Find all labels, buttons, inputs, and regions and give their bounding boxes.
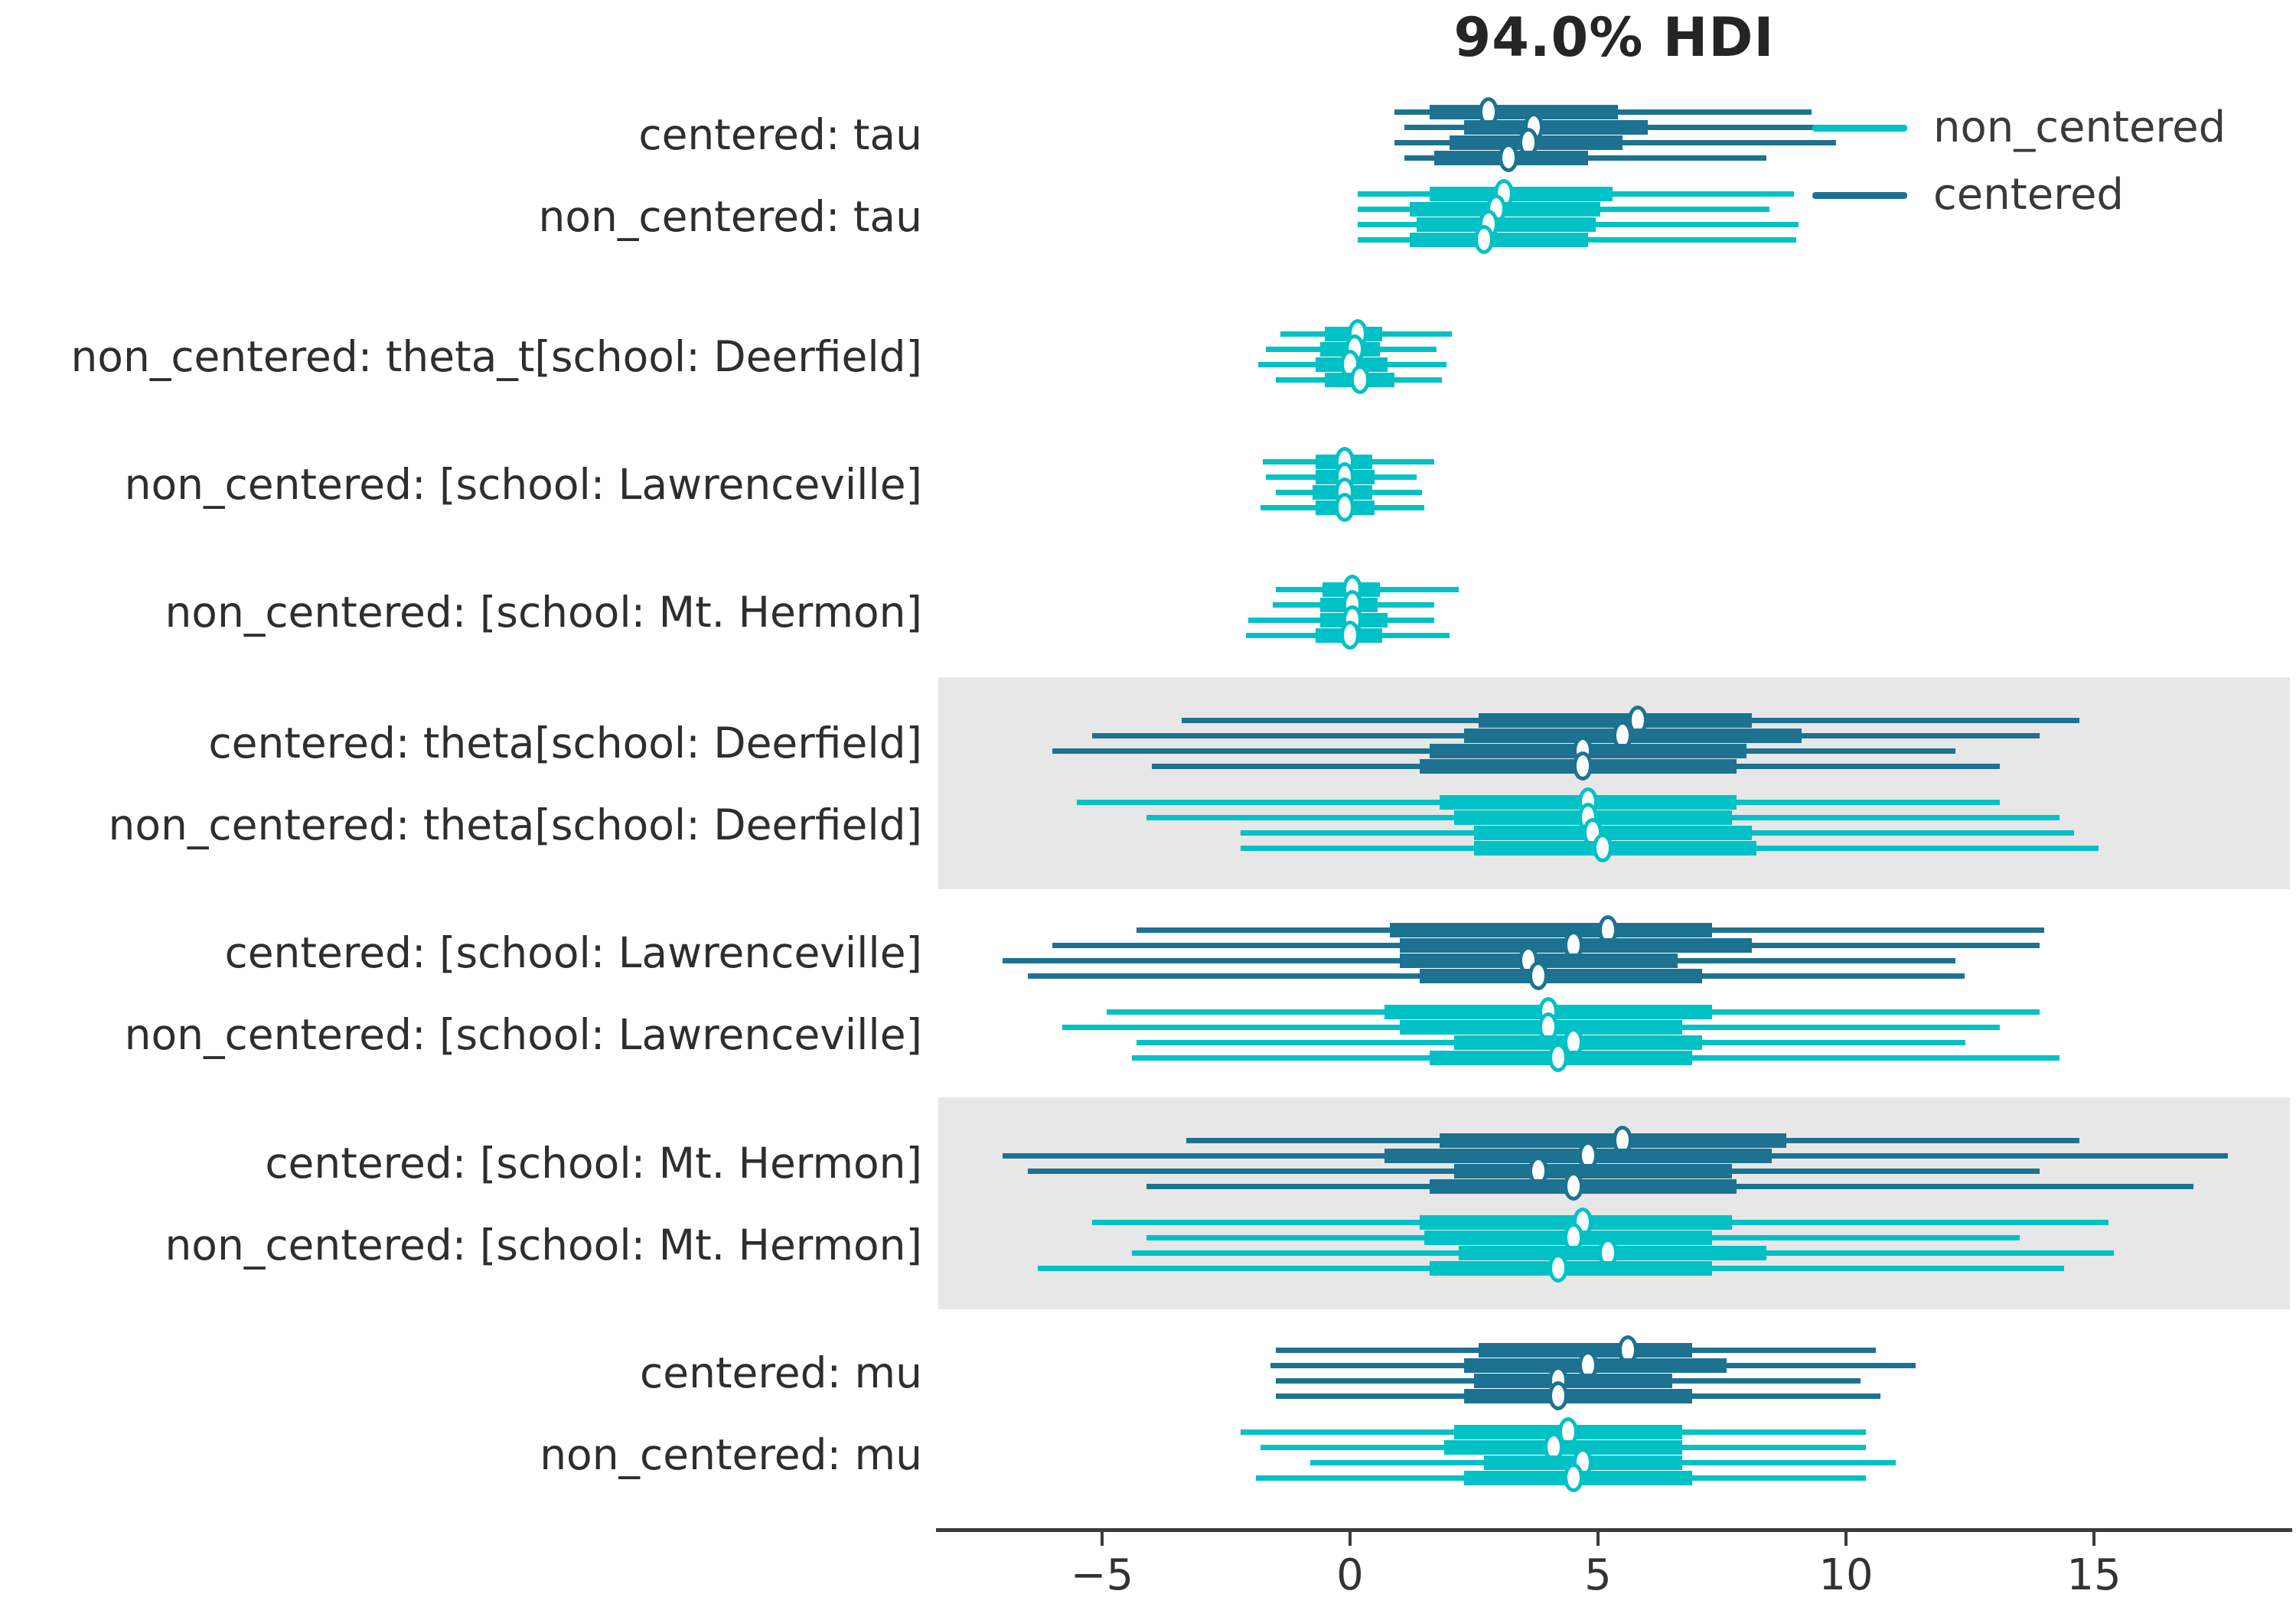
- median-marker: [1335, 493, 1355, 522]
- quartile-bar: [1463, 728, 1802, 743]
- x-tick: [1348, 1532, 1352, 1546]
- quartile-bar: [1429, 1260, 1712, 1276]
- row-label: non_centered: [school: Mt. Hermon]: [165, 1221, 922, 1270]
- row-label: centered: tau: [638, 110, 922, 159]
- median-marker: [1548, 1043, 1569, 1072]
- median-marker: [1528, 961, 1549, 990]
- x-tick-label: 5: [1584, 1550, 1612, 1600]
- legend-label-non-centered: non_centered: [1933, 103, 2226, 152]
- quartile-bar: [1417, 217, 1596, 232]
- median-marker: [1548, 1381, 1569, 1410]
- row-label: non_centered: [school: Mt. Hermon]: [165, 588, 922, 637]
- quartile-bar: [1473, 840, 1757, 856]
- legend-swatch-centered: [1812, 192, 1907, 199]
- median-marker: [1563, 1463, 1583, 1492]
- row-label: non_centered: theta[school: Deerfield]: [108, 800, 922, 849]
- quartile-bar: [1473, 825, 1752, 840]
- x-tick: [2092, 1532, 2095, 1546]
- quartile-bar: [1389, 922, 1712, 937]
- quartile-bar: [1473, 1373, 1673, 1388]
- quartile-bar: [1409, 232, 1588, 247]
- quartile-bar: [1429, 104, 1618, 119]
- median-marker: [1573, 751, 1593, 781]
- row-label: non_centered: mu: [540, 1430, 922, 1479]
- row-label: non_centered: [school: Lawrenceville]: [124, 460, 922, 509]
- x-tick-label: 15: [2066, 1550, 2122, 1600]
- shaded-band: [938, 677, 2290, 889]
- x-tick: [1100, 1532, 1104, 1546]
- row-label: centered: [school: Lawrenceville]: [224, 928, 922, 977]
- legend-label-centered: centered: [1933, 170, 2124, 220]
- row-label: non_centered: theta_t[school: Deerfield]: [70, 332, 922, 381]
- quartile-bar: [1453, 1163, 1732, 1178]
- quartile-bar: [1463, 1388, 1693, 1403]
- shaded-band: [938, 1097, 2290, 1309]
- x-tick-label: −5: [1070, 1550, 1134, 1600]
- quartile-bar: [1399, 953, 1678, 968]
- median-marker: [1548, 1253, 1569, 1283]
- row-label: centered: [school: Mt. Hermon]: [265, 1139, 922, 1188]
- row-label: non_centered: tau: [538, 192, 923, 241]
- x-tick-label: 0: [1336, 1550, 1364, 1600]
- median-marker: [1473, 225, 1494, 254]
- median-marker: [1563, 1172, 1583, 1201]
- row-label: centered: mu: [640, 1348, 922, 1397]
- row-label: non_centered: [school: Lawrenceville]: [124, 1010, 922, 1059]
- x-axis-spine: [936, 1528, 2292, 1532]
- x-tick-label: 10: [1818, 1550, 1874, 1600]
- row-label: centered: theta[school: Deerfield]: [208, 719, 922, 768]
- quartile-bar: [1479, 712, 1752, 728]
- x-tick: [1844, 1532, 1848, 1546]
- median-marker: [1339, 621, 1360, 650]
- median-marker: [1349, 365, 1370, 394]
- median-marker: [1593, 833, 1613, 862]
- plot-title: 94.0% HDI: [1453, 6, 1775, 69]
- quartile-bar: [1479, 1342, 1693, 1358]
- quartile-bar: [1463, 119, 1648, 135]
- quartile-bar: [1419, 968, 1703, 983]
- legend-swatch-non-centered: [1812, 125, 1907, 132]
- quartile-bar: [1429, 186, 1613, 201]
- x-tick: [1596, 1532, 1600, 1546]
- median-marker: [1499, 143, 1519, 172]
